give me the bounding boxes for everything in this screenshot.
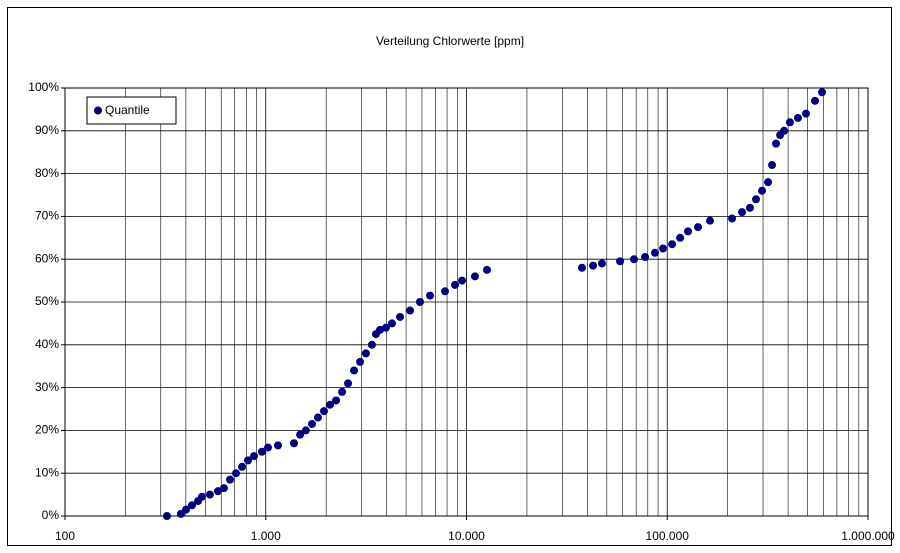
point [396,312,405,321]
y-tick-label: 50% [35,294,59,308]
point [290,439,299,448]
point [441,287,450,296]
point [728,214,737,223]
y-tick-label: 20% [35,423,59,437]
point [758,186,767,195]
point [332,396,341,405]
y-tick-label: 100% [28,80,59,94]
point [162,512,171,520]
point [659,244,668,253]
y-tick-label: 80% [35,166,59,180]
point [381,323,390,332]
point [226,475,235,484]
y-tick-label: 30% [35,380,59,394]
point [197,492,206,501]
point [263,443,272,452]
point [451,280,460,289]
point [630,255,639,264]
point [344,379,353,388]
point [338,387,347,396]
point [182,505,191,514]
x-tick-label: 1.000.000 [841,529,895,543]
y-tick-label: 90% [35,123,59,137]
point [597,259,606,268]
point [745,203,754,212]
point [676,233,685,242]
point [426,291,435,300]
point [768,161,777,170]
point [801,109,810,118]
point [641,253,650,262]
point [772,139,781,148]
point [232,469,241,478]
legend-marker [94,106,102,115]
point [187,501,196,510]
point [361,349,370,358]
point [388,319,397,328]
point [319,407,328,416]
point [350,366,359,375]
point [367,340,376,349]
y-tick-label: 0% [42,508,60,522]
point [250,452,259,461]
point [238,462,247,471]
point [257,447,266,456]
point [205,490,214,499]
point [818,88,827,97]
point [577,263,586,272]
point [458,276,467,285]
point [752,195,761,204]
point [793,113,802,122]
point [589,261,598,270]
point [415,298,424,306]
point [313,413,322,422]
x-tick-label: 100 [55,529,75,543]
point [706,216,715,225]
point [301,426,310,435]
point [764,178,773,187]
point [406,306,415,315]
point [684,227,693,236]
point [274,441,283,450]
point [651,248,660,257]
x-tick-label: 1.000 [251,529,281,543]
point [308,419,317,428]
point [326,400,335,409]
point [810,96,819,105]
chart-title: Verteilung Chlorwerte [ppm] [376,34,524,48]
x-tick-label: 100.000 [646,529,690,543]
legend-label: Quantile [105,103,150,117]
point [780,126,789,135]
point [470,272,479,281]
point [694,223,703,232]
point [785,118,794,127]
y-tick-label: 60% [35,251,59,265]
point [668,240,677,249]
point [219,484,228,493]
point [482,265,491,274]
point [244,456,253,465]
x-tick-label: 10.000 [448,529,485,543]
y-tick-label: 40% [35,337,59,351]
y-tick-label: 10% [35,465,59,479]
point [616,257,625,266]
y-tick-label: 70% [35,209,59,223]
point [356,357,365,366]
point [213,487,222,496]
point [738,208,747,217]
point [296,430,305,439]
